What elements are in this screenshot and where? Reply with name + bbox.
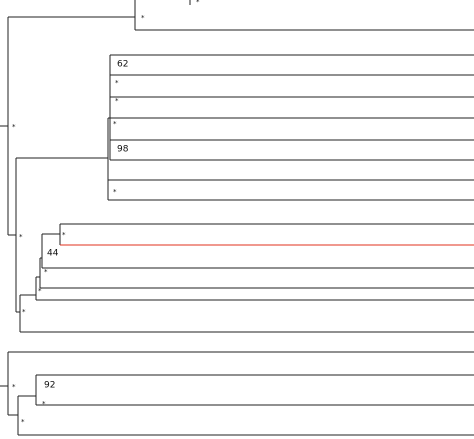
support-label: *: [44, 268, 48, 276]
support-label: *: [42, 400, 46, 408]
support-label: *: [196, 0, 200, 6]
support-label: *: [113, 188, 117, 196]
support-label: *: [113, 120, 117, 128]
support-label: 92: [44, 381, 55, 391]
support-label: *: [115, 79, 119, 87]
support-label: *: [21, 418, 25, 426]
support-label: *: [22, 308, 26, 316]
support-label: *: [62, 231, 66, 239]
support-label: 62: [117, 60, 128, 70]
support-label: *: [19, 233, 23, 241]
support-label: 98: [117, 145, 129, 155]
node-labels: * * * 62 * * * 98 * * * 44 * * * * 92 * …: [12, 0, 200, 426]
support-label: *: [12, 383, 16, 391]
support-label: *: [38, 287, 42, 295]
support-label: *: [12, 123, 16, 131]
support-label: *: [141, 14, 145, 22]
support-label: 44: [47, 249, 59, 259]
support-label: *: [115, 97, 119, 105]
